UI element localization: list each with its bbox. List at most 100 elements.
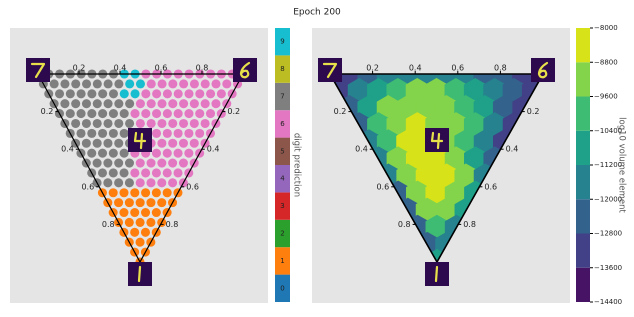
colorbar-segment bbox=[576, 130, 590, 165]
prediction-dot bbox=[168, 178, 178, 188]
prediction-dot bbox=[87, 89, 97, 99]
right-tick-label: 0.8 bbox=[166, 220, 179, 229]
prediction-dot bbox=[103, 178, 113, 188]
prediction-dot bbox=[87, 148, 97, 158]
prediction-dot bbox=[124, 217, 134, 227]
prediction-dot bbox=[135, 217, 145, 227]
prediction-dot bbox=[76, 109, 86, 119]
digit-thumbnails bbox=[26, 58, 555, 286]
right-tick-label: 0.6 bbox=[186, 182, 199, 191]
prediction-dot bbox=[151, 128, 162, 138]
prediction-dot bbox=[103, 158, 113, 168]
colorbar-tick-label: −9600 bbox=[594, 93, 618, 101]
prediction-dot bbox=[76, 89, 86, 99]
prediction-dot bbox=[98, 128, 108, 138]
thumb-6 bbox=[233, 58, 257, 82]
contour-cells bbox=[330, 74, 543, 262]
prediction-dot bbox=[168, 118, 178, 129]
prediction-dot bbox=[103, 138, 113, 148]
prediction-dot bbox=[184, 148, 194, 158]
prediction-dot bbox=[146, 217, 156, 227]
prediction-dot bbox=[173, 128, 183, 138]
colorbar-label: log10 volume element bbox=[617, 117, 627, 213]
left-tick-label: 0.4 bbox=[355, 145, 368, 154]
prediction-dot bbox=[173, 89, 183, 99]
prediction-dot bbox=[151, 188, 161, 198]
prediction-dot bbox=[114, 79, 124, 89]
prediction-dot bbox=[152, 89, 162, 99]
prediction-dot bbox=[178, 138, 189, 148]
prediction-dot bbox=[108, 188, 118, 198]
prediction-dot bbox=[65, 109, 75, 119]
prediction-dot bbox=[157, 138, 167, 148]
prediction-dot bbox=[135, 198, 145, 208]
prediction-dot bbox=[130, 227, 140, 237]
prediction-dot bbox=[146, 198, 156, 208]
prediction-dot bbox=[178, 118, 189, 129]
prediction-dot bbox=[71, 79, 81, 89]
prediction-dot bbox=[146, 158, 156, 168]
prediction-dot bbox=[108, 128, 118, 138]
prediction-dot bbox=[151, 207, 161, 218]
left-tick-label: 0.8 bbox=[102, 220, 115, 229]
colorbar-segment bbox=[275, 219, 290, 248]
prediction-dot bbox=[141, 168, 151, 178]
left-tick-label: 0.6 bbox=[376, 182, 389, 191]
prediction-dot bbox=[151, 168, 161, 178]
prediction-dot bbox=[92, 158, 102, 168]
prediction-dot bbox=[211, 99, 221, 109]
thumb-1 bbox=[425, 262, 449, 286]
prediction-dot bbox=[195, 89, 205, 99]
prediction-dot bbox=[130, 207, 140, 218]
colorbar-segment bbox=[275, 137, 290, 165]
prediction-dot bbox=[168, 99, 178, 109]
prediction-dot bbox=[114, 99, 124, 109]
prediction-dot bbox=[76, 128, 86, 138]
prediction-dot bbox=[119, 148, 129, 158]
right-tick-label: 0.4 bbox=[207, 145, 220, 154]
prediction-dot bbox=[162, 168, 172, 178]
prediction-dot bbox=[141, 89, 151, 99]
prediction-dot bbox=[87, 109, 97, 119]
prediction-dot bbox=[141, 109, 151, 119]
prediction-dot bbox=[92, 138, 102, 148]
prediction-dot bbox=[135, 99, 145, 109]
prediction-dot bbox=[119, 128, 129, 138]
left-tick-label: 0.2 bbox=[334, 107, 347, 116]
prediction-dot bbox=[135, 237, 145, 247]
colorbar-tick-label: 6 bbox=[280, 120, 285, 128]
right-tick-label: 0.8 bbox=[463, 220, 476, 229]
prediction-dot bbox=[81, 138, 91, 148]
prediction-dot bbox=[119, 109, 129, 119]
prediction-dot bbox=[130, 168, 140, 178]
prediction-dot bbox=[211, 79, 221, 89]
prediction-dot bbox=[130, 188, 140, 198]
prediction-dot bbox=[157, 99, 167, 109]
top-tick-label: 0.6 bbox=[451, 64, 464, 73]
prediction-dot bbox=[179, 99, 189, 109]
thumb-4 bbox=[128, 128, 152, 152]
prediction-dot bbox=[81, 99, 92, 109]
prediction-dot bbox=[173, 109, 183, 119]
prediction-dot bbox=[125, 79, 135, 89]
prediction-dot bbox=[125, 118, 135, 129]
left-tick-label: 0.4 bbox=[61, 145, 74, 154]
top-tick-label: 0.8 bbox=[196, 64, 209, 73]
prediction-dot bbox=[135, 118, 145, 129]
prediction-dot bbox=[97, 148, 108, 158]
prediction-dot bbox=[140, 207, 151, 218]
prediction-dot bbox=[114, 158, 124, 168]
right-tick-label: 0.2 bbox=[527, 107, 540, 116]
prediction-dot bbox=[157, 79, 167, 89]
prediction-dot bbox=[81, 79, 92, 89]
prediction-dot bbox=[205, 109, 216, 119]
prediction-dot bbox=[189, 118, 199, 129]
prediction-dot bbox=[130, 89, 140, 99]
colorbar-tick-label: 3 bbox=[280, 202, 284, 210]
prediction-dot bbox=[206, 89, 216, 99]
prediction-dot bbox=[189, 99, 199, 109]
prediction-dot bbox=[65, 89, 75, 99]
colorbar-tick-label: −11200 bbox=[594, 161, 622, 169]
prediction-dot bbox=[135, 178, 145, 188]
top-tick-label: 0.8 bbox=[494, 64, 507, 73]
